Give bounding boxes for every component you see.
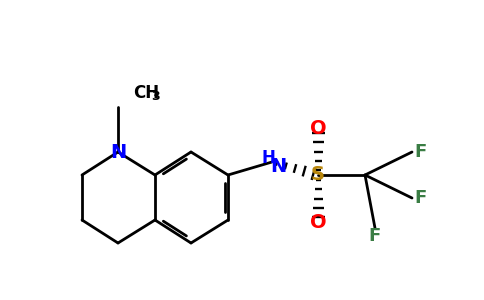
Text: S: S: [311, 166, 325, 184]
Text: F: F: [414, 189, 426, 207]
Text: N: N: [110, 142, 126, 161]
Text: 3: 3: [151, 91, 160, 103]
Text: O: O: [310, 212, 326, 232]
Text: H: H: [261, 149, 275, 167]
Text: F: F: [414, 143, 426, 161]
Text: O: O: [310, 118, 326, 137]
Text: F: F: [369, 227, 381, 245]
Text: N: N: [270, 157, 286, 175]
Text: CH: CH: [133, 84, 159, 102]
